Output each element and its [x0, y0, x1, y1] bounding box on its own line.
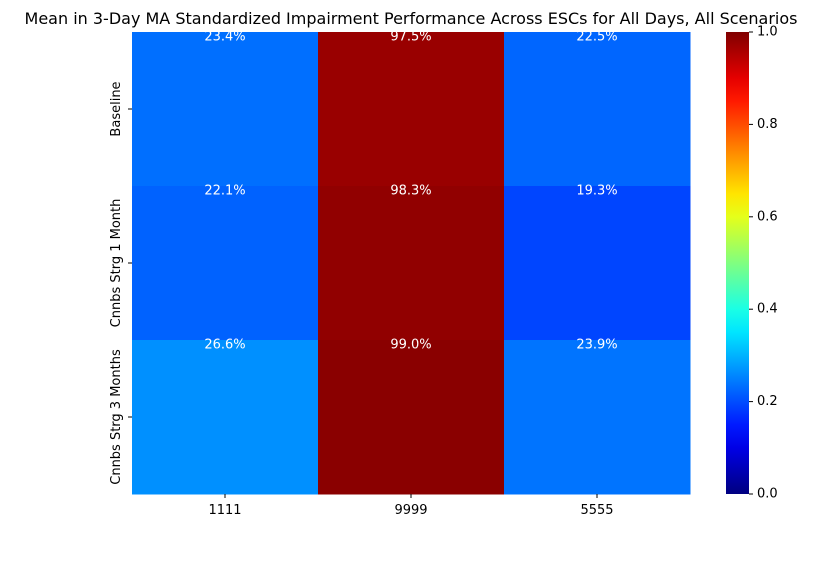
colorbar-tick-label: 0.2: [757, 394, 778, 409]
colorbar-gradient: [726, 32, 749, 494]
heatmap-cell: [504, 186, 691, 341]
colorbar-tick-label: 0.8: [757, 117, 778, 132]
cell-value-label: 98.3%: [390, 184, 431, 199]
cell-value-label: 97.5%: [390, 30, 431, 45]
heatmap-cell: [318, 186, 505, 341]
cell-value-label: 22.5%: [576, 30, 617, 45]
y-tick-label: Baseline: [109, 81, 124, 136]
y-axis: Baseline Cnnbs Strg 1 Month Cnnbs Strg 3 M…: [109, 81, 132, 485]
heatmap-cell: [132, 32, 319, 187]
heatmap-cell: [132, 340, 319, 495]
heatmap-cell-labels: 23.4% 97.5% 22.5% 22.1% 98.3% 19.3% 26.6% 99.0%…: [204, 30, 617, 353]
y-tick-label: Cnnbs Strg 1 Month: [109, 199, 124, 328]
heatmap-cell: [132, 186, 319, 341]
cell-value-label: 26.6%: [204, 338, 245, 353]
x-tick-label: 1111: [208, 503, 241, 518]
cell-value-label: 23.4%: [204, 30, 245, 45]
colorbar-tick-label: 0.4: [757, 302, 778, 317]
cell-value-label: 19.3%: [576, 184, 617, 199]
heatmap-cells: [132, 32, 691, 495]
cell-value-label: 99.0%: [390, 338, 431, 353]
heatmap-cell: [318, 340, 505, 495]
x-axis: 1111 9999 5555: [208, 494, 614, 518]
cell-value-label: 23.9%: [576, 338, 617, 353]
colorbar-tick-label: 1.0: [757, 25, 778, 40]
x-tick-label: 9999: [394, 503, 427, 518]
colorbar-tick-label: 0.6: [757, 209, 778, 224]
x-tick-label: 5555: [580, 503, 613, 518]
heatmap-cell: [504, 340, 691, 495]
chart-title: Mean in 3-Day MA Standardized Impairment…: [25, 9, 798, 28]
cell-value-label: 22.1%: [204, 184, 245, 199]
heatmap-cell: [318, 32, 505, 187]
y-tick-label: Cnnbs Strg 3 Months: [109, 349, 124, 485]
heatmap-cell: [504, 32, 691, 187]
colorbar-tick-label: 0.0: [757, 487, 778, 502]
colorbar: 0.0 0.2 0.4 0.6 0.8 1.0: [726, 25, 778, 502]
